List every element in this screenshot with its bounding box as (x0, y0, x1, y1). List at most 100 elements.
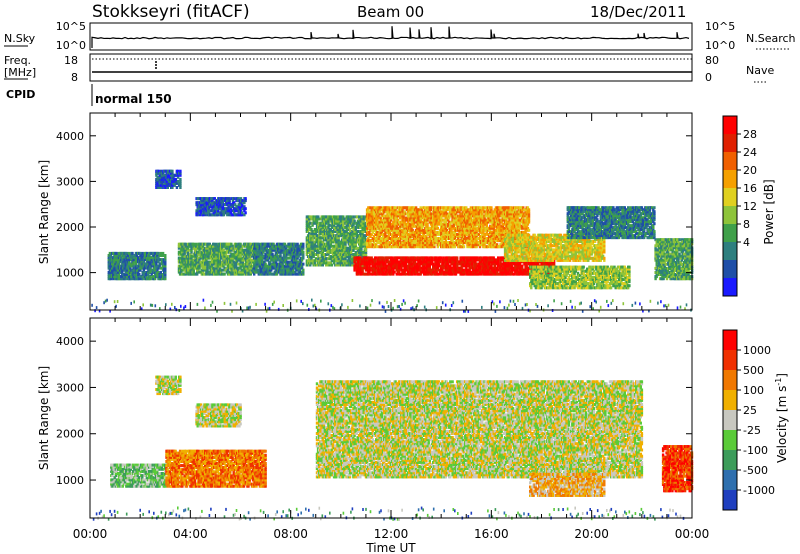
beam-title: Beam 00 (357, 3, 424, 21)
data-cell (514, 303, 516, 306)
data-cell (418, 300, 420, 303)
data-cell (152, 304, 154, 307)
data-cell (150, 304, 152, 307)
data-cell (535, 303, 537, 306)
data-cell (91, 304, 93, 307)
data-cell (96, 306, 98, 309)
data-cell (635, 302, 637, 305)
data-cell (570, 300, 572, 303)
data-cell (359, 305, 361, 308)
data-cell (174, 306, 176, 309)
data-cell (404, 302, 406, 305)
data-cell (311, 299, 313, 302)
data-cell (272, 303, 274, 306)
nsearch-tick-bottom: 10^0 (705, 39, 735, 52)
data-cell (309, 222, 311, 225)
nsky-series-line (92, 26, 689, 48)
data-cell (203, 299, 205, 302)
data-cell (357, 230, 359, 233)
data-cell (481, 306, 483, 309)
nave-tick-bottom: 0 (705, 71, 712, 84)
data-cell (547, 304, 549, 307)
data-cell (328, 224, 330, 227)
data-cell (230, 303, 232, 306)
data-cell (352, 299, 354, 302)
data-cell (210, 304, 212, 307)
data-cell (197, 303, 199, 306)
data-cell (103, 301, 105, 304)
date-title: 18/Dec/2011 (590, 3, 686, 21)
data-cell (397, 305, 399, 308)
data-cell (677, 306, 679, 309)
data-cell (331, 264, 333, 267)
data-cell (179, 170, 181, 173)
data-cell (479, 206, 481, 209)
nave-tick-top: 80 (705, 54, 719, 67)
data-cell (302, 251, 304, 254)
data-cell (412, 306, 414, 309)
data-cell (313, 305, 315, 308)
data-cell (574, 306, 576, 309)
data-cell (160, 271, 162, 274)
data-cell (383, 306, 385, 309)
data-cell (302, 269, 304, 272)
data-cell (499, 300, 501, 303)
data-cell (403, 299, 405, 302)
nsky-label: N.Sky (4, 32, 36, 45)
data-cell (131, 252, 133, 255)
data-cell (526, 303, 528, 306)
data-cell (513, 300, 515, 303)
data-cell (302, 243, 304, 246)
cpid-label: CPID (6, 88, 35, 101)
data-cell (663, 304, 665, 307)
data-cell (437, 227, 439, 230)
data-cell (212, 301, 214, 304)
data-cell (179, 178, 181, 181)
data-cell (236, 302, 238, 305)
data-cell (388, 305, 390, 308)
freq-unit: [MHz] (4, 66, 36, 79)
data-cell (668, 304, 670, 307)
data-cell (394, 206, 396, 209)
data-cell (371, 299, 373, 302)
data-cell (248, 306, 250, 309)
data-cell (347, 306, 349, 309)
data-cell (453, 206, 455, 209)
data-cell (426, 223, 428, 226)
data-cell (273, 301, 275, 304)
data-cell (595, 301, 597, 304)
freq-tick-bottom: 8 (71, 71, 78, 84)
data-cell (451, 304, 453, 307)
data-cell (398, 305, 400, 308)
nave-label: Nave (746, 64, 774, 77)
data-cell (394, 299, 396, 302)
data-cell (382, 305, 384, 308)
data-cell (462, 206, 464, 209)
data-cell (223, 273, 225, 276)
data-cell (183, 307, 185, 310)
data-cell (482, 206, 484, 209)
data-cell (237, 263, 239, 266)
data-cell (221, 269, 223, 272)
freq-tick-top: 18 (64, 54, 78, 67)
data-cell (249, 306, 251, 309)
data-cell (264, 303, 266, 306)
data-cell (296, 299, 298, 302)
data-cell (302, 302, 304, 305)
station-title: Stokkseyri (fitACF) (92, 2, 250, 22)
data-cell (594, 299, 596, 302)
data-cell (176, 186, 178, 189)
cpid-value: normal 150 (95, 92, 172, 106)
data-cell (180, 305, 182, 308)
data-cell (317, 215, 319, 218)
data-cell (224, 302, 226, 305)
data-cell (623, 302, 625, 305)
data-cell (244, 197, 246, 200)
data-cell (164, 254, 166, 257)
data-cell (331, 304, 333, 307)
data-cell (230, 243, 232, 246)
data-cell (300, 300, 302, 303)
data-cell (553, 299, 555, 302)
data-cell (241, 211, 243, 214)
data-cell (650, 300, 652, 303)
